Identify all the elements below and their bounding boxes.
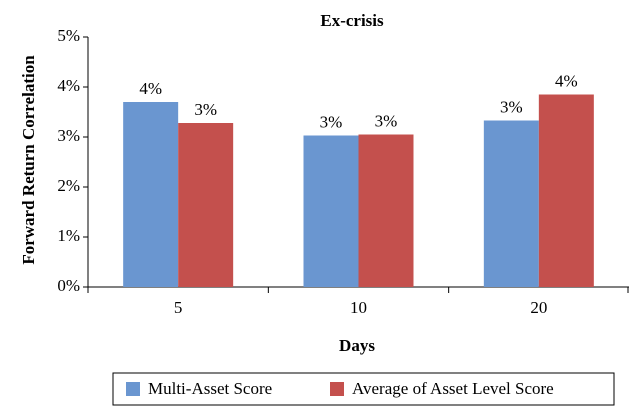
x-tick-label: 20 (530, 298, 547, 317)
y-axis-label: Forward Return Correlation (19, 55, 38, 265)
bar (178, 123, 234, 287)
legend-label: Multi-Asset Score (148, 379, 272, 398)
bar (483, 120, 539, 287)
bar (538, 94, 594, 287)
y-tick-label: 1% (57, 226, 80, 245)
x-tick-label: 5 (174, 298, 183, 317)
value-label: 4% (555, 71, 578, 90)
x-tick-label: 10 (350, 298, 367, 317)
legend-box (112, 372, 615, 406)
y-tick-label: 4% (57, 76, 80, 95)
legend-swatch (126, 382, 140, 396)
legend-swatch (330, 382, 344, 396)
bar (358, 134, 414, 287)
bar (123, 102, 179, 287)
value-label: 3% (375, 111, 398, 130)
chart-title: Ex-crisis (320, 11, 384, 30)
x-axis-label: Days (339, 336, 375, 355)
y-tick-label: 3% (57, 126, 80, 145)
value-label: 3% (320, 112, 343, 131)
y-tick-label: 0% (57, 276, 80, 295)
bar (303, 135, 359, 287)
value-label: 3% (194, 100, 217, 119)
legend-label: Average of Asset Level Score (352, 379, 554, 398)
y-tick-label: 5% (57, 26, 80, 45)
value-label: 3% (500, 97, 523, 116)
value-label: 4% (139, 79, 162, 98)
y-tick-label: 2% (57, 176, 80, 195)
